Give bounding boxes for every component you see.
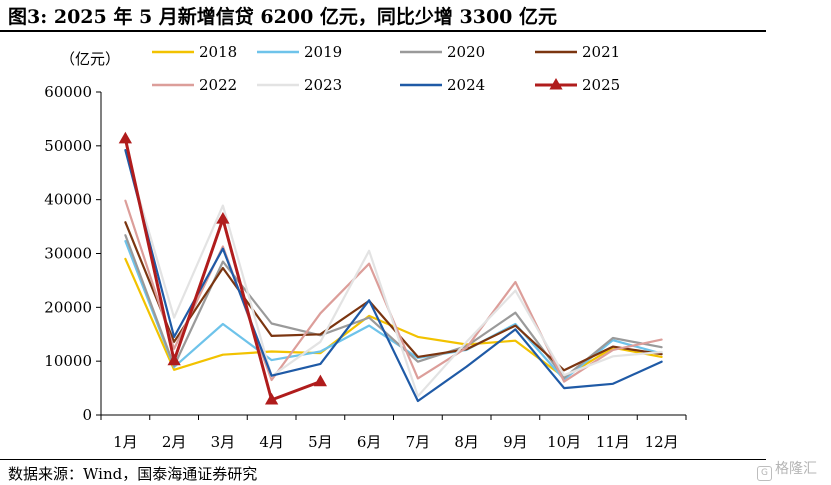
x-tick-label: 5月: [308, 433, 333, 451]
watermark-logo-icon: G: [757, 466, 772, 481]
legend-label-2025: 2025: [582, 76, 620, 94]
y-tick-label: 40000: [44, 191, 92, 209]
x-tick-label: 12月: [645, 433, 679, 451]
series-line-2021: [124, 221, 663, 372]
series-marker-2025: [313, 374, 327, 387]
legend-label-2018: 2018: [199, 43, 237, 61]
legend-label-2019: 2019: [304, 43, 342, 61]
y-tick-label: 20000: [44, 298, 92, 316]
x-tick-label: 10月: [547, 433, 581, 451]
legend-label-2020: 2020: [447, 43, 485, 61]
series-marker-2025: [265, 392, 279, 405]
x-tick-label: 3月: [211, 433, 236, 451]
legend-marker-2025: [549, 78, 563, 90]
y-tick-label: 60000: [44, 83, 92, 101]
x-tick-label: 6月: [357, 433, 382, 451]
x-tick-label: 7月: [406, 433, 431, 451]
y-tick-label: 30000: [44, 245, 92, 263]
x-tick-label: 4月: [259, 433, 284, 451]
series-line-2022: [124, 199, 663, 383]
x-tick-label: 2月: [162, 433, 187, 451]
legend-label-2021: 2021: [582, 43, 620, 61]
y-axis-unit-label: （亿元）: [60, 50, 120, 68]
legend-label-2022: 2022: [199, 76, 237, 94]
y-tick-label: 10000: [44, 352, 92, 370]
x-tick-label: 1月: [113, 433, 138, 451]
series-line-2024: [124, 149, 663, 403]
series-line-2023: [124, 150, 663, 398]
chart-title: 图3: 2025 年 5 月新增信贷 6200 亿元，同比少增 3300 亿元: [8, 6, 558, 28]
watermark-text: 格隆汇: [775, 461, 817, 477]
series-marker-2025: [167, 353, 181, 366]
series-line-2020: [124, 234, 663, 379]
x-tick-label: 9月: [503, 433, 528, 451]
y-tick-label: 50000: [44, 137, 92, 155]
x-tick-label: 11月: [596, 433, 630, 451]
series-line-2018: [124, 257, 663, 379]
bottom-rule: [0, 459, 766, 460]
x-tick-label: 8月: [454, 433, 479, 451]
y-tick-label: 0: [82, 406, 92, 424]
source-note: 数据来源：Wind，国泰海通证券研究: [8, 465, 258, 483]
series-marker-2025: [118, 131, 132, 144]
legend-label-2024: 2024: [447, 76, 485, 94]
watermark: G 格隆汇: [757, 458, 817, 481]
series-line-2019: [124, 240, 663, 381]
legend-label-2023: 2023: [304, 76, 342, 94]
title-rule: [0, 30, 766, 32]
series-marker-2025: [216, 212, 230, 224]
